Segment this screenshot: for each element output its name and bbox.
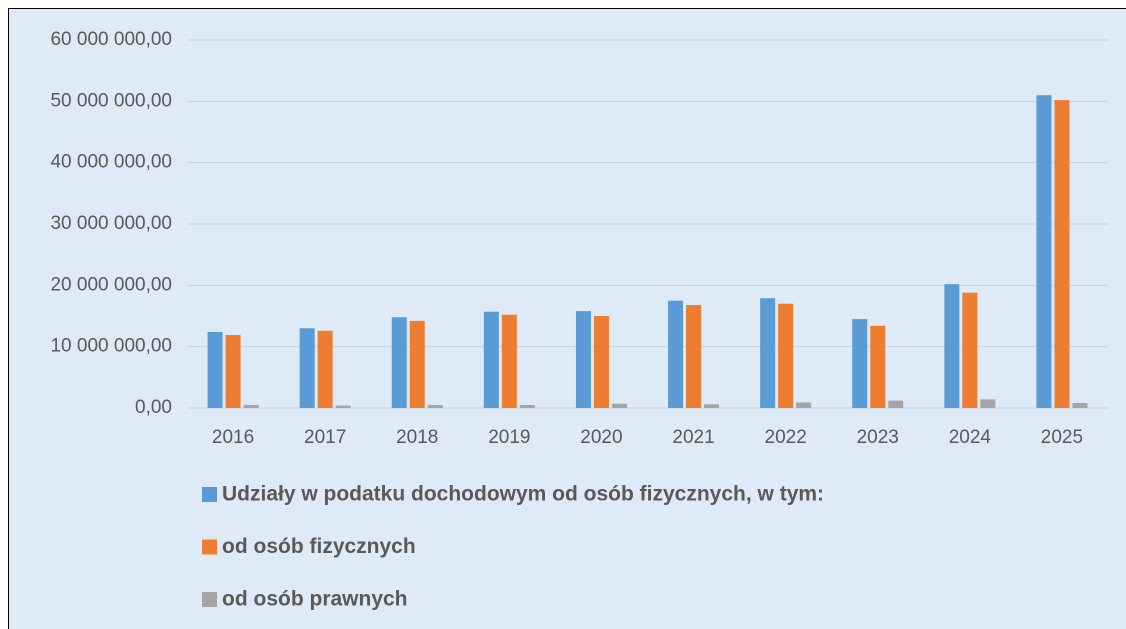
bar xyxy=(611,403,627,408)
y-tick-label: 40 000 000,00 xyxy=(50,152,172,173)
bar xyxy=(519,404,535,408)
chart-background xyxy=(8,8,1126,629)
y-tick-label: 0,00 xyxy=(135,397,172,418)
legend-label: od osób fizycznych xyxy=(222,535,416,558)
x-tick-label: 2024 xyxy=(949,427,992,448)
y-tick-label: 30 000 000,00 xyxy=(50,213,172,234)
x-tick-label: 2021 xyxy=(672,427,714,448)
bar xyxy=(704,404,720,408)
bar xyxy=(391,317,407,408)
x-tick-label: 2018 xyxy=(396,427,438,448)
bar xyxy=(501,314,517,408)
legend-swatch xyxy=(202,539,217,555)
x-tick-label: 2025 xyxy=(1041,427,1083,448)
y-tick-label: 50 000 000,00 xyxy=(50,90,172,111)
x-tick-label: 2019 xyxy=(488,427,530,448)
y-tick-label: 60 000 000,00 xyxy=(50,29,172,50)
x-tick-label: 2017 xyxy=(304,427,346,448)
bar xyxy=(962,292,978,408)
bar xyxy=(870,325,886,408)
bar xyxy=(760,298,776,408)
bar xyxy=(335,405,351,408)
bar xyxy=(796,402,812,408)
bar xyxy=(980,399,996,408)
bar xyxy=(1036,95,1052,408)
bar xyxy=(575,311,591,408)
legend-label: od osób prawnych xyxy=(222,588,408,611)
bar xyxy=(1072,403,1088,408)
y-tick-label: 20 000 000,00 xyxy=(50,274,172,295)
bar xyxy=(944,284,960,408)
legend-label: Udziały w podatku dochodowym od osób fiz… xyxy=(222,483,824,506)
bar xyxy=(1054,100,1070,409)
x-tick-label: 2023 xyxy=(857,427,899,448)
bar xyxy=(483,311,499,408)
bar xyxy=(299,328,315,408)
bar xyxy=(243,404,259,408)
legend-swatch xyxy=(202,487,217,502)
bar xyxy=(852,319,868,408)
bar xyxy=(593,316,609,408)
legend-swatch xyxy=(202,592,217,607)
x-tick-label: 2022 xyxy=(765,427,807,448)
x-tick-label: 2016 xyxy=(212,427,254,448)
bar xyxy=(225,335,241,408)
y-tick-label: 10 000 000,00 xyxy=(50,336,172,357)
bar xyxy=(778,303,794,408)
bar xyxy=(686,304,702,408)
x-tick-label: 2020 xyxy=(580,427,622,448)
bar xyxy=(207,331,223,408)
bar xyxy=(409,320,425,408)
bar xyxy=(427,404,443,408)
bar xyxy=(888,400,904,408)
bar xyxy=(317,330,333,408)
bar xyxy=(668,300,684,408)
